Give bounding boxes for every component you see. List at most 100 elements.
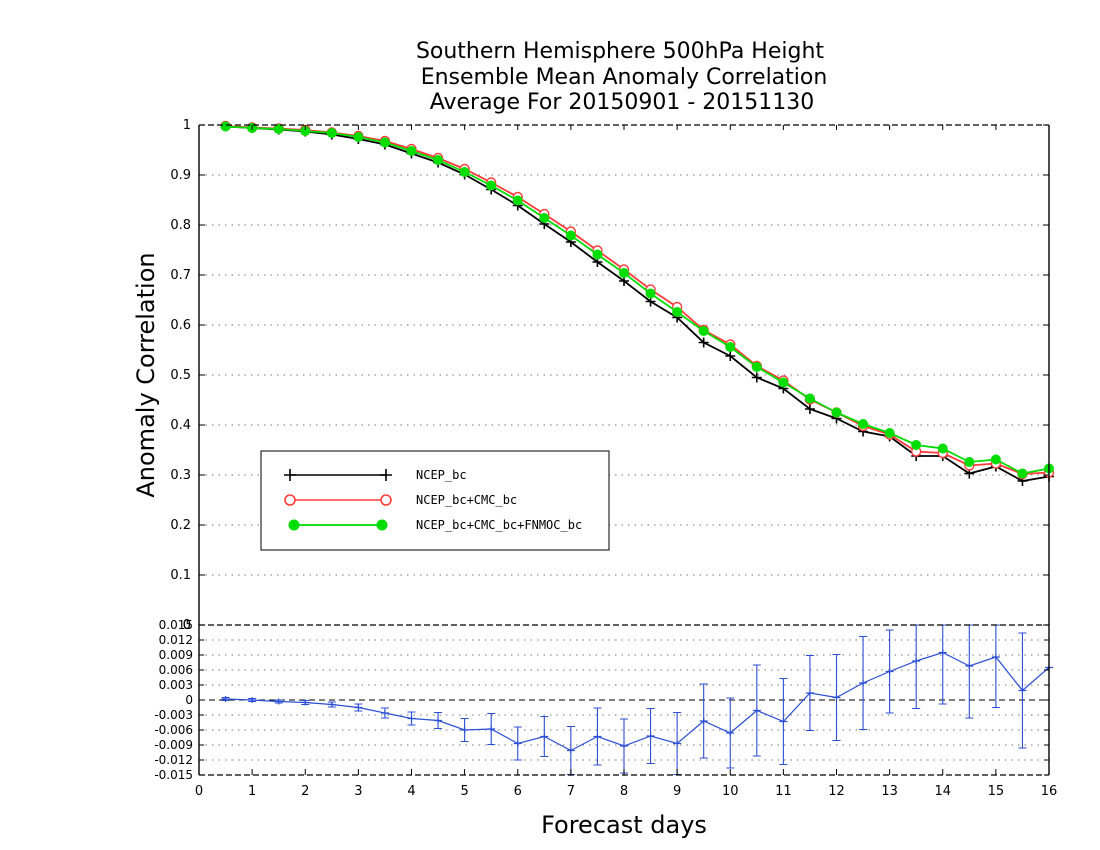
diff-y-tick-label: 0.012	[159, 633, 193, 647]
legend-label-ncep-bc: NCEP_bc	[416, 468, 467, 482]
data-point	[1017, 468, 1028, 479]
data-point	[433, 155, 444, 165]
x-tick-label: 2	[301, 784, 309, 799]
data-point	[884, 428, 895, 438]
difference-point	[513, 740, 522, 747]
data-point	[804, 404, 815, 414]
chart-title-line-1: Southern Hemisphere 500hPa Height	[416, 39, 824, 64]
legend-marker-ncep-cmc-right	[380, 494, 392, 506]
chart-title-line-2: Ensemble Mean Anomaly Correlation	[421, 65, 828, 90]
difference-point	[646, 733, 655, 739]
legend-item-ncep-cmc: NCEP_bc+CMC_bc	[284, 493, 517, 507]
difference-series-layer	[221, 624, 1053, 776]
data-point	[858, 419, 869, 429]
main-y-tick-label: 0	[183, 618, 191, 633]
difference-point	[885, 668, 894, 675]
diff-y-tick-label: -0.012	[154, 753, 193, 767]
main-y-tick-label: 0.7	[170, 268, 191, 283]
x-tick-label: 7	[567, 784, 575, 799]
x-tick-label: 8	[620, 784, 628, 799]
legend-label-ncep-cmc: NCEP_bc+CMC_bc	[416, 493, 517, 507]
legend-item-ncep-bc: NCEP_bc	[284, 468, 467, 482]
x-axis-title: Forecast days	[541, 811, 707, 839]
data-point	[698, 337, 709, 348]
data-point	[326, 128, 337, 138]
data-point	[725, 351, 736, 361]
difference-point	[752, 707, 761, 714]
difference-point	[301, 699, 310, 706]
main-y-tick-label: 0.1	[170, 568, 191, 583]
main-series-layer	[220, 120, 1055, 486]
x-tick-label: 11	[775, 784, 792, 799]
data-point	[751, 362, 762, 372]
series-line-ncep-bc-cmc-bc-fnmoc-bc	[225, 125, 1050, 475]
difference-point	[779, 718, 788, 725]
diff-y-tick-label: 0.015	[159, 618, 193, 632]
difference-point	[487, 726, 496, 732]
x-tick-label: 12	[828, 784, 845, 799]
difference-point	[726, 730, 735, 736]
difference-point	[540, 733, 549, 740]
series-line-ncep-bc-cmc-bc	[225, 125, 1050, 475]
chart-title: Southern Hemisphere 500hPa Height Ensemb…	[416, 39, 827, 115]
data-point	[619, 268, 629, 278]
difference-point	[859, 680, 868, 686]
error-bar	[965, 624, 974, 719]
difference-point	[699, 718, 708, 724]
legend-marker-ncep-cmc-fnmoc-right	[376, 519, 388, 531]
legend: NCEP_bc NCEP_bc+CMC_bc NCEP_bc+CMC_bc+FN…	[260, 450, 610, 551]
data-point	[565, 230, 576, 241]
difference-point	[991, 654, 1000, 660]
data-point	[964, 457, 975, 467]
series-ncep-bc-cmc-bc-fnmoc-bc	[220, 121, 1054, 479]
x-tick-label: 10	[722, 784, 739, 799]
main-y-tick-label: 0.5	[170, 368, 191, 383]
data-point	[512, 195, 523, 206]
difference-point	[380, 710, 389, 716]
main-y-tick-label: 0.9	[170, 168, 191, 183]
data-point	[539, 213, 550, 223]
difference-point	[805, 690, 814, 696]
data-point	[751, 372, 762, 383]
x-tick-label: 13	[881, 784, 898, 799]
data-point	[300, 126, 311, 136]
data-point	[220, 121, 231, 132]
difference-point	[832, 694, 841, 701]
difference-point	[1018, 687, 1027, 694]
x-tick-label: 3	[354, 784, 362, 799]
diff-y-tick-label: 0.006	[159, 663, 193, 677]
data-point	[778, 377, 789, 388]
chart-title-line-3: Average For 20150901 - 20151130	[430, 90, 815, 115]
difference-point	[354, 704, 363, 711]
x-tick-label: 14	[934, 784, 951, 799]
difference-point	[248, 697, 257, 703]
legend-label-ncep-cmc-fnmoc: NCEP_bc+CMC_bc+FNMOC_bc	[416, 518, 582, 532]
legend-marker-ncep-bc	[284, 469, 392, 481]
x-tick-label: 16	[1041, 784, 1058, 799]
difference-point	[327, 701, 336, 708]
main-y-tick-label: 0.4	[170, 418, 191, 433]
legend-marker-ncep-cmc-left	[284, 494, 296, 506]
difference-point	[566, 747, 575, 754]
data-point	[353, 132, 364, 142]
error-bar	[912, 624, 921, 710]
difference-point	[938, 649, 947, 656]
x-tick-label: 4	[407, 784, 415, 799]
difference-point	[460, 727, 469, 733]
diff-top-tick-label: 0	[183, 618, 191, 633]
main-y-tick-label: 1	[183, 118, 191, 133]
data-point	[645, 288, 656, 299]
x-tick-label: 1	[248, 784, 256, 799]
diff-y-tick-label: 0.003	[159, 678, 193, 692]
difference-point	[407, 715, 416, 722]
difference-series	[221, 624, 1053, 776]
data-point	[273, 124, 284, 134]
main-y-tick-label: 0.8	[170, 218, 191, 233]
diff-y-tick-label: -0.009	[154, 738, 193, 752]
legend-marker-ncep-cmc-fnmoc-left	[288, 519, 300, 531]
x-tick-label: 15	[988, 784, 1005, 799]
data-point	[990, 454, 1001, 465]
data-point	[937, 443, 948, 454]
diff-y-tick-label: 0.009	[159, 648, 193, 662]
difference-point	[620, 743, 628, 749]
